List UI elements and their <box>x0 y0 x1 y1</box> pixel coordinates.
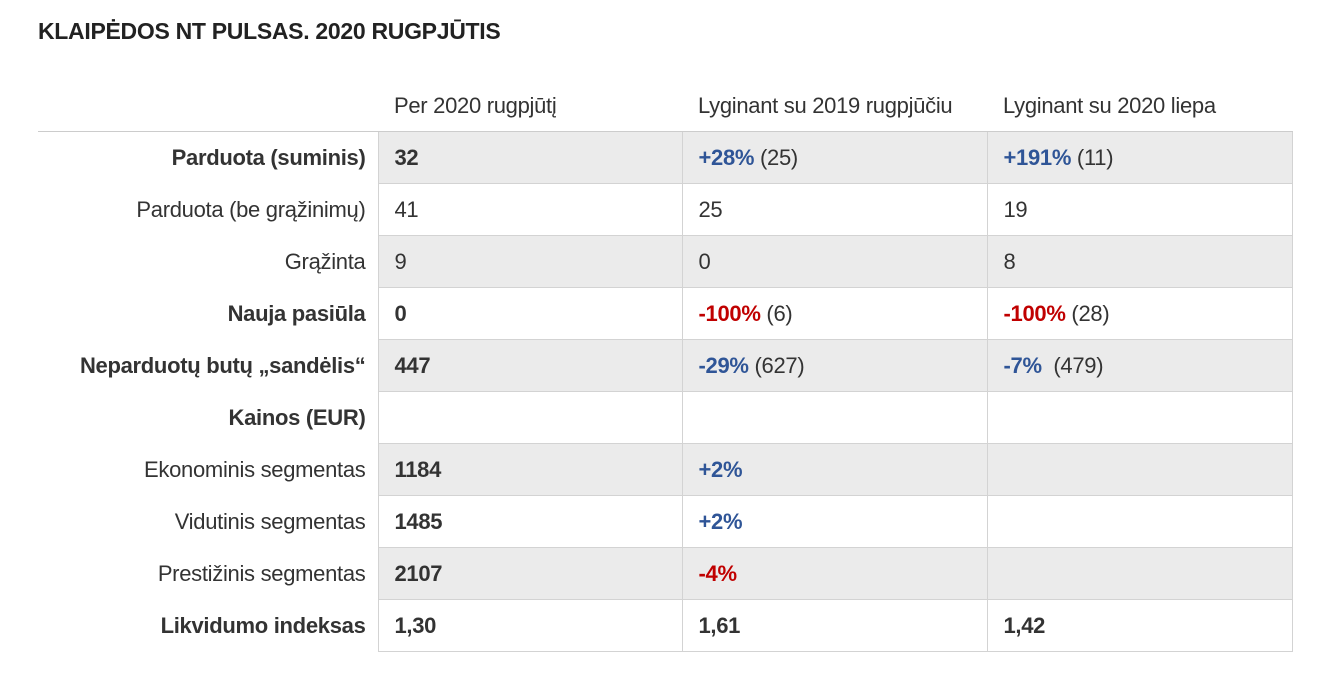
cell-value: 0 <box>698 248 711 274</box>
cell-value: 9 <box>394 248 407 274</box>
cell-value: 1,42 <box>1003 612 1046 638</box>
cell-value: -7% <box>1003 352 1043 378</box>
cell-reference-value: (28) <box>1065 300 1110 326</box>
cell-value: +191% <box>1003 144 1072 170</box>
cell-value: 1184 <box>394 456 442 482</box>
cell-reference-value: (479) <box>1041 352 1104 378</box>
cell-value: 41 <box>394 196 419 222</box>
table-cell: 25 <box>681 183 988 236</box>
table-row: Prestižinis segmentas 2107 -4% <box>38 547 1293 600</box>
table-cell: 9 <box>377 235 683 288</box>
cell-value: 8 <box>1003 248 1016 274</box>
table-cell: 2107 <box>377 547 683 600</box>
table-row: Parduota (suminis) 32 +28% (25) +191% (11) <box>38 131 1293 184</box>
table-row: Neparduotų butų „sandėlis“ 447 -29% (627) -… <box>38 339 1293 392</box>
cell-value: 25 <box>698 196 723 222</box>
cell-value: 19 <box>1003 196 1028 222</box>
table-cell: +2% <box>681 443 988 496</box>
cell-reference-value: (6) <box>760 300 793 326</box>
table-header-row: Per 2020 rugpjūtį Lyginant su 2019 rugpj… <box>38 80 1292 132</box>
table-cell: -4% <box>681 547 988 600</box>
row-label: Vidutinis segmentas <box>38 495 379 548</box>
header-cell-label <box>38 80 378 132</box>
table-cell: 41 <box>377 183 683 236</box>
table-row: Kainos (EUR) <box>38 391 1293 444</box>
cell-value: -100% <box>1003 300 1066 326</box>
table-cell: 19 <box>986 183 1293 236</box>
row-label: Parduota (suminis) <box>38 131 379 184</box>
table-cell: 1184 <box>377 443 683 496</box>
header-cell-vs-last-year: Lyginant su 2019 rugpjūčiu <box>682 80 987 132</box>
table-row: Vidutinis segmentas 1485 +2% <box>38 495 1293 548</box>
cell-reference-value: (627) <box>748 352 805 378</box>
row-label: Nauja pasiūla <box>38 287 379 340</box>
table-cell: +2% <box>681 495 988 548</box>
table-cell: -7% (479) <box>986 339 1293 392</box>
table-cell: 1,30 <box>377 599 683 652</box>
page-title: KLAIPĖDOS NT PULSAS. 2020 RUGPJŪTIS <box>38 18 501 44</box>
cell-value: 1485 <box>394 508 443 534</box>
table-cell <box>986 547 1293 600</box>
table-row: Grąžinta 9 0 8 <box>38 235 1293 288</box>
cell-value: 1,61 <box>698 612 741 638</box>
row-label: Prestižinis segmentas <box>38 547 379 600</box>
table-cell: -29% (627) <box>681 339 988 392</box>
table-cell: 0 <box>377 287 683 340</box>
table-cell <box>377 391 683 444</box>
cell-reference-value: (11) <box>1071 144 1114 170</box>
cell-value: 32 <box>394 144 419 170</box>
table-cell: 1,42 <box>986 599 1293 652</box>
cell-reference-value: (25) <box>754 144 798 170</box>
row-label: Ekonominis segmentas <box>38 443 379 496</box>
table-cell: 32 <box>377 131 683 184</box>
cell-value: -4% <box>698 560 738 586</box>
cell-value: -29% <box>698 352 749 378</box>
row-label: Neparduotų butų „sandėlis“ <box>38 339 379 392</box>
table-row: Nauja pasiūla 0 -100% (6) -100% (28) <box>38 287 1293 340</box>
cell-value: 1,30 <box>394 612 437 638</box>
table-cell: 1,61 <box>681 599 988 652</box>
row-label: Parduota (be grąžinimų) <box>38 183 379 236</box>
table-cell: +28% (25) <box>681 131 988 184</box>
cell-value: 0 <box>394 300 407 326</box>
row-label: Kainos (EUR) <box>38 391 379 444</box>
table-cell: 447 <box>377 339 683 392</box>
table-cell: -100% (6) <box>681 287 988 340</box>
table-cell: 1485 <box>377 495 683 548</box>
row-label: Likvidumo indeksas <box>38 599 379 652</box>
table-cell: 8 <box>986 235 1293 288</box>
market-pulse-table: Per 2020 rugpjūtį Lyginant su 2019 rugpj… <box>38 80 1293 652</box>
cell-value: -100% <box>698 300 761 326</box>
table-row: Likvidumo indeksas 1,30 1,61 1,42 <box>38 599 1293 652</box>
table-row: Parduota (be grąžinimų) 41 25 19 <box>38 183 1293 236</box>
table-cell <box>986 495 1293 548</box>
table-cell: -100% (28) <box>986 287 1293 340</box>
table-cell: +191% (11) <box>986 131 1293 184</box>
table-cell <box>681 391 988 444</box>
cell-value: 447 <box>394 352 431 378</box>
cell-value: +2% <box>698 456 743 482</box>
header-cell-vs-last-month: Lyginant su 2020 liepa <box>987 80 1292 132</box>
table-cell: 0 <box>681 235 988 288</box>
header-cell-current: Per 2020 rugpjūtį <box>378 80 682 132</box>
table-row: Ekonominis segmentas 1184 +2% <box>38 443 1293 496</box>
table-cell <box>986 391 1293 444</box>
row-label: Grąžinta <box>38 235 379 288</box>
cell-value: +28% <box>698 144 755 170</box>
table-cell <box>986 443 1293 496</box>
cell-value: 2107 <box>394 560 443 586</box>
cell-value: +2% <box>698 508 743 534</box>
